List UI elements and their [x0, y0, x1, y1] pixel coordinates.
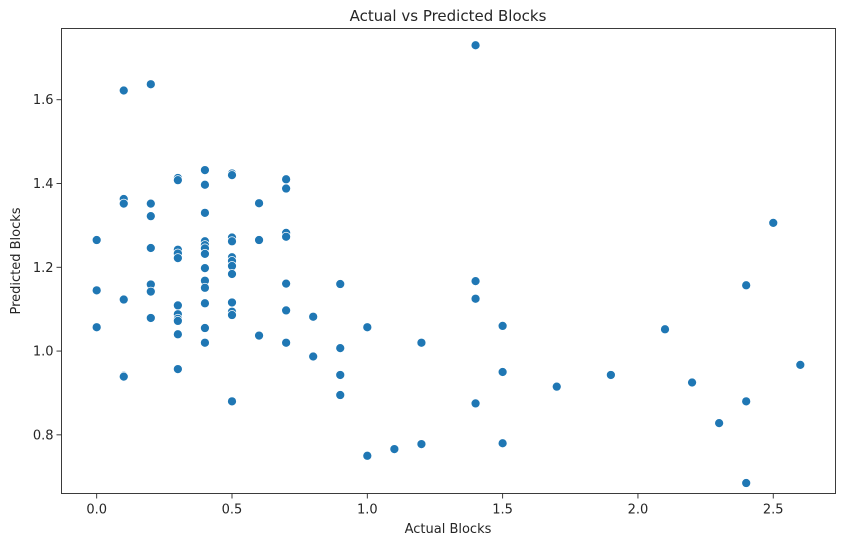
data-point — [91, 285, 102, 296]
data-point — [254, 198, 264, 209]
data-point — [362, 450, 373, 461]
y-axis: 0.8 1.0 1.2 1.4 1.6 — [33, 93, 62, 443]
plot-area — [61, 28, 836, 494]
data-point — [768, 218, 779, 228]
data-point — [335, 279, 346, 289]
data-point — [227, 170, 237, 180]
data-point — [254, 235, 264, 245]
data-point — [795, 360, 806, 370]
data-point — [200, 207, 210, 218]
data-point — [172, 329, 183, 340]
data-point — [145, 211, 156, 222]
data-point — [227, 297, 237, 308]
data-point — [145, 313, 156, 323]
data-point — [660, 324, 670, 335]
data-point — [118, 198, 129, 209]
data-point — [227, 396, 237, 407]
y-axis-label: Predicted Blocks — [9, 207, 24, 314]
data-point — [227, 236, 237, 247]
data-point — [145, 79, 156, 90]
data-point — [172, 175, 183, 186]
data-point — [172, 300, 183, 311]
x-tick-label: 1.5 — [492, 503, 513, 518]
data-point — [227, 269, 237, 279]
data-point — [118, 85, 129, 96]
data-point — [227, 310, 237, 320]
data-point — [362, 322, 373, 333]
chart-title: Actual vs Predicted Blocks — [350, 7, 547, 25]
data-point — [281, 278, 291, 289]
data-point — [172, 364, 183, 374]
data-point — [470, 293, 481, 304]
y-tick-label: 1.2 — [33, 261, 54, 276]
data-point — [281, 231, 291, 242]
data-point — [470, 398, 481, 409]
data-point — [200, 249, 210, 259]
x-tick-label: 0.0 — [86, 503, 107, 518]
x-tick-label: 2.0 — [628, 503, 649, 518]
data-point — [687, 377, 697, 388]
data-point — [389, 444, 400, 454]
data-point — [118, 371, 129, 382]
data-point — [200, 323, 210, 333]
data-point — [281, 183, 291, 194]
data-point — [172, 316, 183, 326]
data-point — [741, 280, 752, 291]
data-point — [335, 343, 346, 354]
data-point — [200, 263, 210, 273]
data-point — [497, 438, 508, 449]
data-point — [416, 337, 427, 348]
y-tick-label: 1.4 — [33, 177, 54, 192]
data-point — [200, 165, 210, 175]
x-axis: 0.0 0.5 1.0 1.5 2.0 2.5 — [86, 493, 784, 518]
data-point — [200, 282, 210, 293]
data-point — [714, 418, 725, 428]
data-points — [91, 40, 806, 488]
data-point — [200, 298, 210, 309]
data-point — [172, 253, 183, 263]
data-point — [606, 370, 616, 380]
data-point — [145, 198, 156, 209]
y-tick-label: 0.8 — [33, 428, 54, 443]
data-point — [335, 390, 346, 400]
data-point — [470, 40, 481, 51]
data-point — [741, 478, 752, 488]
data-point — [308, 311, 319, 322]
data-point — [308, 351, 319, 362]
data-point — [281, 174, 291, 185]
x-axis-label: Actual Blocks — [405, 522, 492, 537]
data-point — [254, 330, 264, 341]
data-point — [281, 337, 291, 348]
data-point — [281, 305, 291, 316]
data-point — [416, 439, 427, 449]
data-point — [470, 276, 481, 286]
data-point — [145, 286, 156, 297]
data-point — [200, 179, 210, 190]
data-point — [200, 337, 210, 348]
x-tick-label: 2.5 — [763, 503, 784, 518]
x-tick-label: 1.0 — [357, 503, 378, 518]
data-point — [91, 322, 102, 333]
data-point — [335, 370, 346, 380]
y-tick-label: 1.6 — [33, 93, 54, 108]
data-point — [551, 381, 562, 392]
data-point — [91, 235, 102, 245]
data-point — [118, 294, 129, 305]
x-tick-label: 0.5 — [222, 503, 243, 518]
data-point — [145, 243, 156, 253]
data-point — [497, 367, 508, 377]
data-point — [741, 396, 752, 407]
data-point — [497, 321, 508, 331]
y-tick-label: 1.0 — [33, 345, 54, 360]
